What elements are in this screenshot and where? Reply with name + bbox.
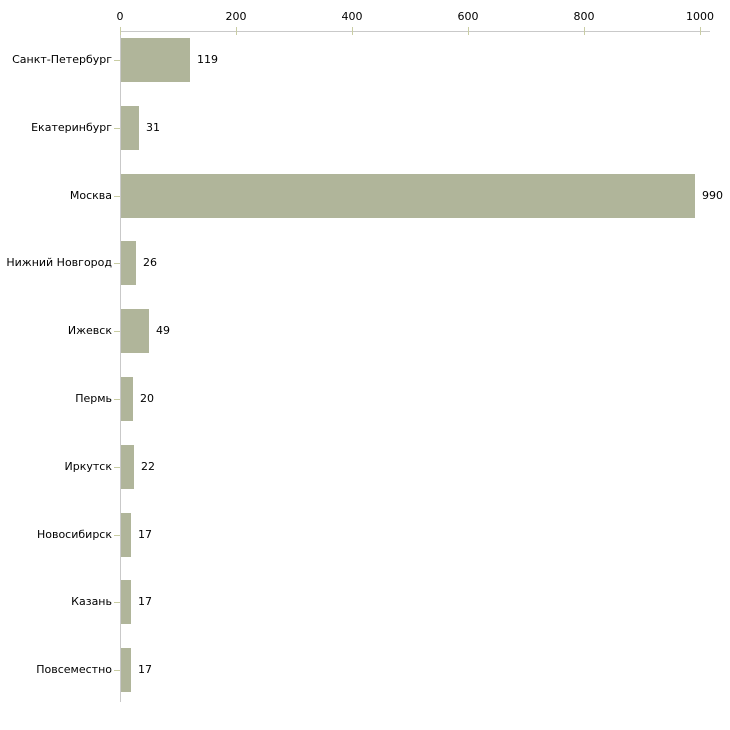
category-tick-mark	[114, 263, 120, 265]
category-tick-mark	[114, 127, 120, 129]
value-label: 17	[138, 595, 152, 609]
value-label: 31	[146, 120, 160, 134]
category-label: Пермь	[75, 392, 112, 405]
y-axis-line	[120, 31, 121, 702]
category-label: Ижевск	[67, 324, 112, 338]
bar	[121, 309, 149, 354]
category-label: Казань	[71, 595, 112, 609]
category-tick-mark	[114, 399, 120, 400]
category-label: Иркутск	[64, 459, 112, 473]
category-label: Екатеринбург	[31, 120, 112, 134]
x-tick-label: 600	[457, 10, 479, 23]
x-tick-label: 400	[341, 10, 363, 23]
x-tick-mark	[236, 27, 237, 35]
value-label: 49	[156, 324, 170, 338]
category-tick-mark	[114, 195, 120, 197]
value-label: 26	[143, 256, 157, 270]
category-label: Москва	[69, 188, 112, 202]
value-label: 22	[141, 459, 155, 473]
x-tick-mark	[700, 27, 701, 35]
bar	[121, 512, 131, 557]
bar	[121, 173, 695, 218]
bar	[121, 105, 139, 150]
bar	[121, 38, 190, 82]
x-tick-mark	[352, 27, 353, 35]
category-tick-mark	[114, 534, 120, 536]
category-label: Санкт-Петербург	[12, 53, 112, 66]
category-tick-mark	[114, 466, 120, 468]
value-label: 17	[138, 527, 152, 541]
x-tick-label: 800	[573, 10, 595, 23]
x-axis-line	[120, 31, 710, 32]
value-label: 119	[197, 53, 218, 66]
value-label: 20	[140, 392, 154, 405]
bar	[121, 241, 136, 286]
bar	[121, 377, 133, 421]
x-tick-mark	[468, 27, 469, 35]
x-tick-label: 1000	[686, 10, 714, 23]
bar	[121, 580, 131, 625]
category-label: Повсеместно	[36, 663, 112, 677]
value-label: 17	[138, 663, 152, 677]
x-tick-label: 200	[225, 10, 247, 23]
category-label: Новосибирск	[36, 527, 112, 541]
bar	[121, 648, 131, 693]
category-label: Нижний Новгород	[6, 256, 112, 270]
x-tick-mark	[584, 27, 585, 35]
x-tick-mark	[120, 27, 121, 35]
bar	[121, 444, 134, 489]
category-tick-mark	[114, 60, 120, 61]
value-label: 990	[702, 188, 723, 202]
x-tick-label: 0	[116, 10, 124, 23]
category-tick-mark	[114, 602, 120, 604]
category-tick-mark	[114, 670, 120, 672]
category-tick-mark	[114, 331, 120, 333]
